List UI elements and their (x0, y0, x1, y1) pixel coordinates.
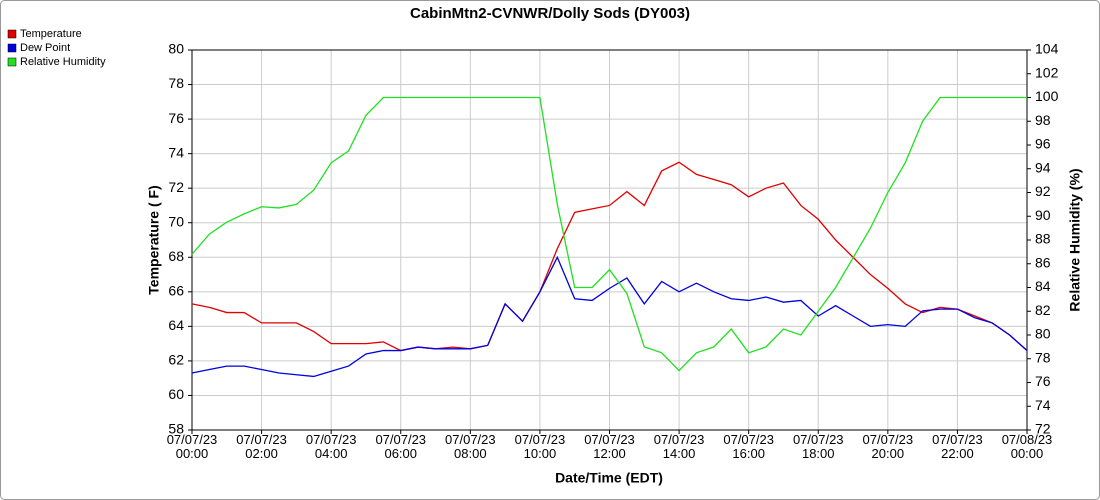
chart-title: CabinMtn2-CVNWR/Dolly Sods (DY003) (410, 5, 690, 22)
x-tick-label: 07/07/23 04:00 (306, 432, 357, 461)
x-tick-label: 07/07/23 12:00 (584, 432, 635, 461)
x-tick-label: 07/07/23 20:00 (863, 432, 914, 461)
y2-tick-label: 96 (1035, 136, 1051, 152)
y2-tick-label: 86 (1035, 254, 1051, 270)
legend-swatch (7, 29, 17, 39)
y-tick-label: 64 (168, 317, 184, 333)
x-tick-label: 07/08/23 00:00 (1002, 432, 1053, 461)
y2-tick-label: 88 (1035, 231, 1051, 247)
x-axis-title: Date/Time (EDT) (555, 470, 663, 486)
y-tick-label: 58 (168, 421, 184, 437)
x-tick-label: 07/07/23 08:00 (445, 432, 496, 461)
y-tick-label: 62 (168, 352, 184, 368)
legend-swatch (7, 57, 17, 67)
y2-tick-label: 104 (1035, 41, 1059, 57)
x-tick-label: 07/07/23 06:00 (375, 432, 426, 461)
legend-label: Temperature (20, 28, 82, 40)
y2-tick-label: 102 (1035, 64, 1059, 80)
y2-tick-label: 92 (1035, 183, 1051, 199)
y2-tick-label: 74 (1035, 397, 1051, 413)
y-tick-label: 74 (168, 144, 184, 160)
series-line (191, 161, 1028, 352)
x-tick-label: 07/07/23 22:00 (932, 432, 983, 461)
series-line (191, 255, 1028, 378)
y2-tick-label: 90 (1035, 207, 1051, 223)
x-tick-label: 07/07/23 10:00 (515, 432, 566, 461)
y2-tick-label: 80 (1035, 326, 1051, 342)
x-tick-label: 07/07/23 18:00 (793, 432, 844, 461)
y2-axis-title: Relative Humidity (%) (1067, 168, 1083, 311)
y-tick-label: 80 (168, 41, 184, 57)
x-tick-label: 07/07/23 02:00 (236, 432, 287, 461)
y-tick-label: 76 (168, 110, 184, 126)
y-tick-label: 72 (168, 179, 184, 195)
y2-tick-label: 98 (1035, 112, 1051, 128)
x-tick-label: 07/07/23 14:00 (654, 432, 705, 461)
legend-swatch (7, 43, 17, 53)
y2-tick-label: 72 (1035, 421, 1051, 437)
y2-tick-label: 84 (1035, 278, 1051, 294)
plot-border (191, 49, 1028, 431)
legend-label: Dew Point (20, 42, 70, 54)
y-tick-label: 60 (168, 386, 184, 402)
y2-tick-label: 78 (1035, 349, 1051, 365)
y2-tick-label: 100 (1035, 88, 1059, 104)
x-tick-label: 07/07/23 16:00 (723, 432, 774, 461)
y-tick-label: 78 (168, 75, 184, 91)
x-tick-label: 07/07/23 00:00 (167, 432, 218, 461)
y-axis-title: Temperature ( F) (146, 185, 162, 294)
y2-tick-label: 82 (1035, 302, 1051, 318)
y2-tick-label: 76 (1035, 373, 1051, 389)
y-tick-label: 70 (168, 213, 184, 229)
y-tick-label: 66 (168, 283, 184, 299)
y2-tick-label: 94 (1035, 159, 1051, 175)
legend-label: Relative Humidity (20, 56, 106, 68)
series-line (191, 96, 1027, 372)
y-tick-label: 68 (168, 248, 184, 264)
